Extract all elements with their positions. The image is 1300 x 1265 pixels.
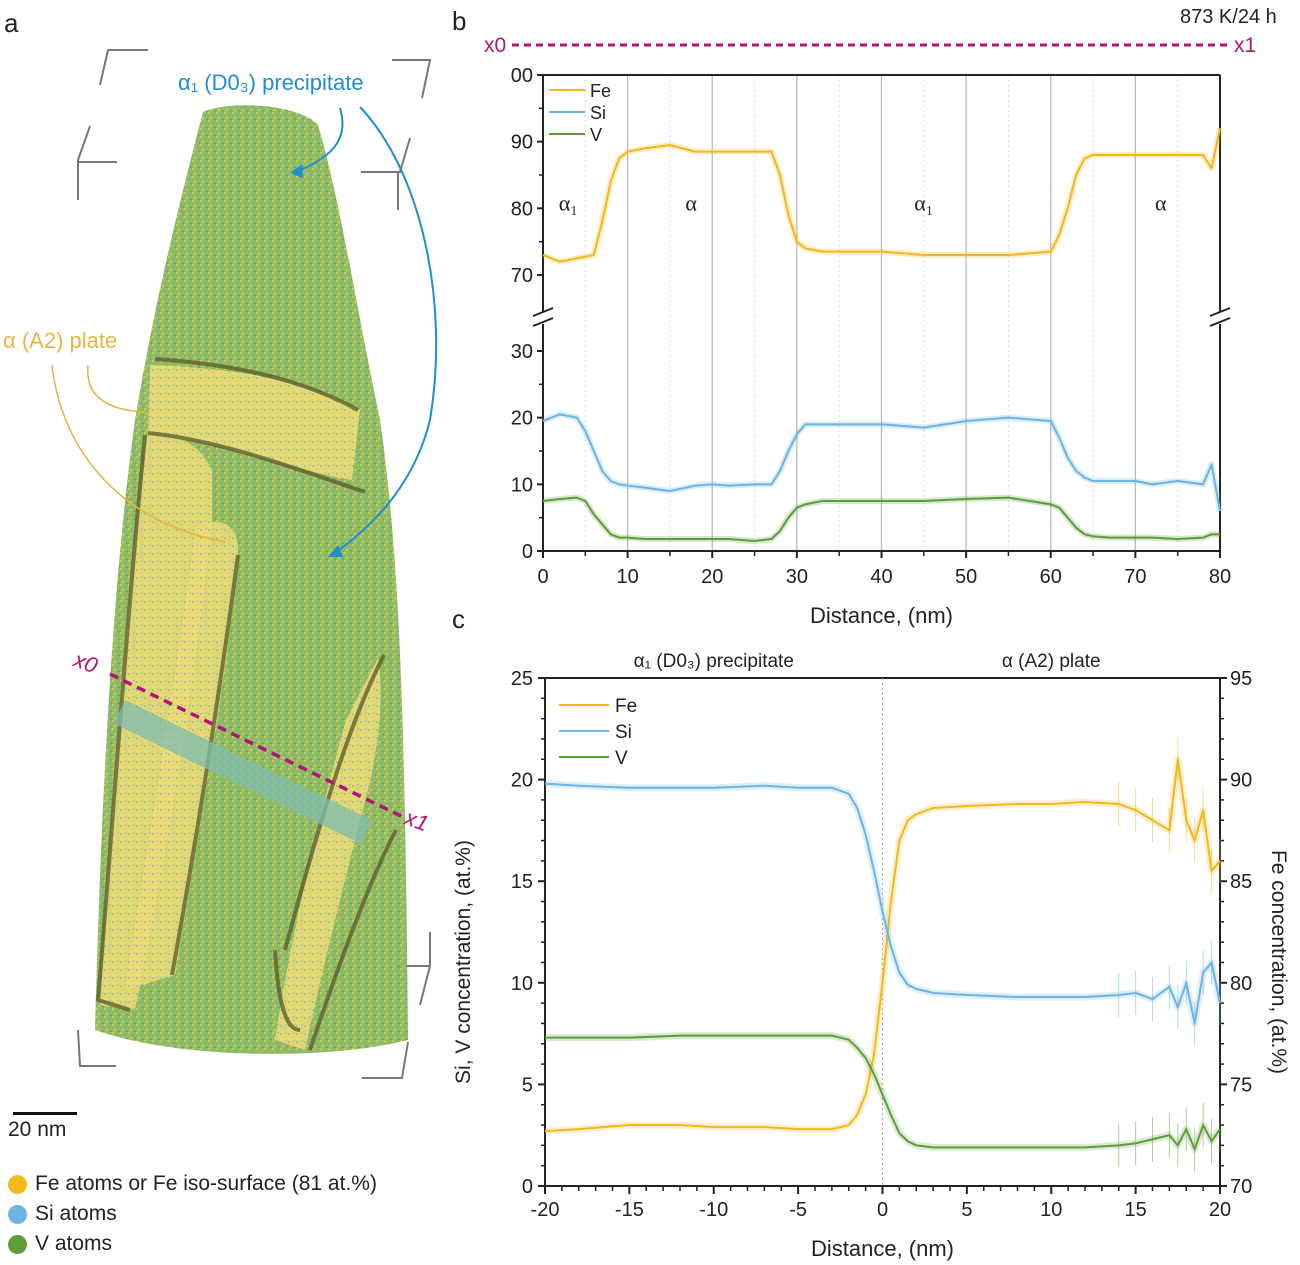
y-axis-label: Si, V concentration, (at.%)	[452, 840, 475, 1084]
legend-label-si: Si	[590, 103, 606, 123]
x-tick-label: 20	[1209, 1199, 1231, 1221]
fe-dot-icon	[8, 1174, 27, 1194]
x-tick-label: 0	[537, 566, 548, 588]
legend-label-v: V	[615, 748, 628, 769]
series-line-si	[544, 782, 1221, 1025]
y-tick-label: 70	[511, 265, 533, 287]
series-line-si	[542, 413, 1221, 512]
y-tick-label: 25	[511, 668, 533, 690]
y-tick-label: 15	[511, 871, 533, 893]
y2-tick-label: 75	[1230, 1074, 1252, 1096]
region-label-plate: α (A2) plate	[1002, 651, 1101, 672]
apt-reconstruction-image	[51, 49, 438, 1079]
legend-label-fe: Fe	[615, 696, 637, 717]
x-tick-label: -15	[615, 1199, 644, 1221]
panel-label-b: b	[452, 6, 467, 36]
legend-label-fe: Fe atoms or Fe iso-surface (81 at.%)	[35, 1172, 377, 1195]
x-tick-label: 50	[955, 566, 977, 588]
y2-tick-label: 90	[1230, 770, 1252, 792]
series-line-v	[545, 1034, 1221, 1151]
legend-label-si: Si atoms	[35, 1202, 117, 1225]
y2-tick-label: 85	[1230, 871, 1252, 893]
precipitate-arrow-short	[295, 107, 344, 173]
chart-b-title: 873 K/24 h	[1180, 6, 1277, 28]
panel-a-reconstruction: a	[0, 0, 470, 1265]
phase-annotation: α₁	[914, 190, 933, 215]
x-tick-label: 5	[961, 1199, 972, 1221]
y-tick-label: 90	[511, 132, 533, 154]
legend-item-v: V atoms	[8, 1232, 112, 1256]
y-tick-label: 0	[522, 541, 533, 563]
panel-label-a: a	[4, 8, 19, 38]
precipitate-arrowhead-long	[328, 545, 343, 557]
x-tick-label: 10	[1040, 1199, 1062, 1221]
y2-tick-label: 95	[1230, 668, 1252, 690]
profile-line	[109, 672, 406, 820]
precipitate-arrow-long	[334, 106, 438, 554]
phase-annotation: α	[1155, 190, 1167, 215]
axis-break-mark-right	[1209, 307, 1231, 317]
x-tick-label: 80	[1209, 566, 1231, 588]
y2-tick-label: 70	[1230, 1176, 1252, 1198]
x-tick-label: 15	[1125, 1199, 1147, 1221]
legend-label-si: Si	[615, 722, 632, 743]
y2-axis-label: Fe concentration, (at.%)	[1267, 850, 1290, 1074]
y-tick-label: 5	[522, 1074, 533, 1096]
precipitate-arrowhead-short	[290, 164, 303, 178]
x-tick-label: -20	[531, 1199, 560, 1221]
phase-annotation: α	[685, 190, 697, 215]
x-tick-label: 0	[877, 1199, 888, 1221]
profile-start-label: x0	[484, 34, 506, 57]
scale-bar	[13, 1112, 77, 1115]
legend-label-fe: Fe	[590, 81, 611, 101]
alpha-plate-right	[275, 658, 381, 1050]
series-line-fe	[542, 128, 1221, 263]
region-label-precipitate: α₁ (D0₃) precipitate	[634, 651, 794, 672]
panel-label-c: c	[452, 604, 465, 634]
precipitate-label: α₁ (D0₃) precipitate	[178, 70, 364, 95]
x-tick-label: 40	[870, 566, 892, 588]
y2-tick-label: 80	[1230, 973, 1252, 995]
x-tick-label: -5	[789, 1199, 807, 1221]
axis-break-mark-right	[1209, 317, 1231, 327]
plate-arrow-long	[51, 364, 226, 543]
scale-bar-label: 20 nm	[8, 1118, 67, 1141]
x-tick-label: -10	[699, 1199, 728, 1221]
y-tick-label: 20	[511, 408, 533, 430]
chart-b: x0 x1 00 90 80 70 0 10 20 30 0 10 20 30 40 50 60 70 80 Dist…	[484, 34, 1256, 628]
x-tick-label: 60	[1040, 566, 1062, 588]
x-tick-label: 20	[701, 566, 723, 588]
y-tick-label: 20	[511, 770, 533, 792]
phase-annotation: α₁	[559, 190, 578, 215]
alpha-plate-upper	[148, 365, 360, 480]
axis-break-mark-left	[532, 307, 554, 317]
x-tick-label: 10	[617, 566, 639, 588]
v-dot-icon	[8, 1234, 27, 1254]
legend-item-si: Si atoms	[8, 1202, 117, 1226]
profile-end-label: x1	[1234, 34, 1256, 57]
plate-arrow-short	[87, 364, 146, 413]
y-tick-label: 30	[511, 341, 533, 363]
plate-label: α (A2) plate	[3, 328, 118, 353]
y-tick-label: 80	[511, 198, 533, 220]
x-tick-label: 30	[786, 566, 808, 588]
y-tick-label: 0	[522, 1176, 533, 1198]
profile-cylinder	[113, 700, 373, 844]
series-line-v	[542, 496, 1220, 542]
axis-break-mark-left	[532, 317, 554, 327]
x-axis-label: Distance, (nm)	[810, 603, 953, 628]
legend-label-v: V	[590, 125, 602, 145]
x-tick-label: 70	[1124, 566, 1146, 588]
x-axis-label: Distance, (nm)	[811, 1236, 954, 1261]
legend-item-fe: Fe atoms or Fe iso-surface (81 at.%)	[8, 1172, 377, 1196]
y-tick-label: 10	[511, 973, 533, 995]
y-tick-label: 10	[511, 474, 533, 496]
legend-label-v: V atoms	[35, 1232, 113, 1255]
y-tick-label: 00	[511, 65, 533, 87]
si-dot-icon	[8, 1204, 27, 1224]
series-line-fe	[544, 758, 1221, 1133]
